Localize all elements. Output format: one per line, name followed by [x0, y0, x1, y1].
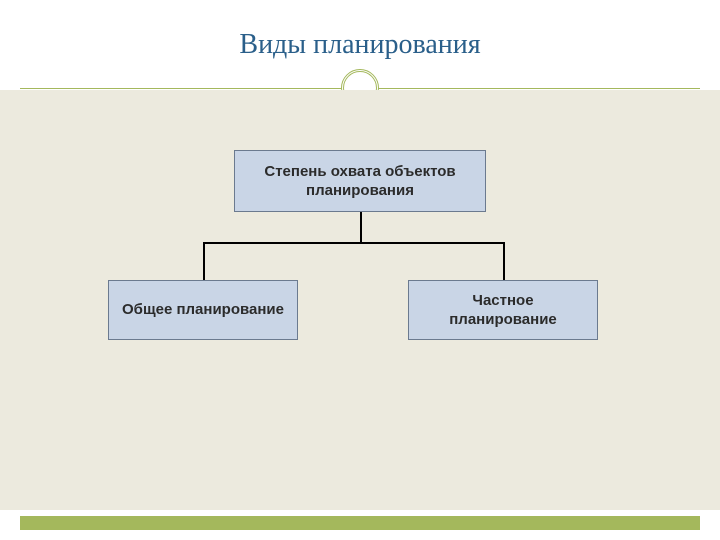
diagram-node-right: Частное планирование [408, 280, 598, 340]
hierarchy-diagram: Степень охвата объектов планирования Обще… [0, 90, 720, 510]
slide: Виды планирования Степень охвата объекто… [0, 0, 720, 540]
connector-line [203, 242, 503, 244]
diagram-node-root: Степень охвата объектов планирования [234, 150, 486, 212]
content-area: Степень охвата объектов планирования Обще… [0, 90, 720, 510]
connector-line [503, 242, 505, 280]
connector-line [203, 242, 205, 280]
connector-line [360, 212, 362, 242]
diagram-node-left: Общее планирование [108, 280, 298, 340]
slide-title: Виды планирования [239, 29, 480, 61]
bottom-accent-bar [20, 516, 700, 530]
